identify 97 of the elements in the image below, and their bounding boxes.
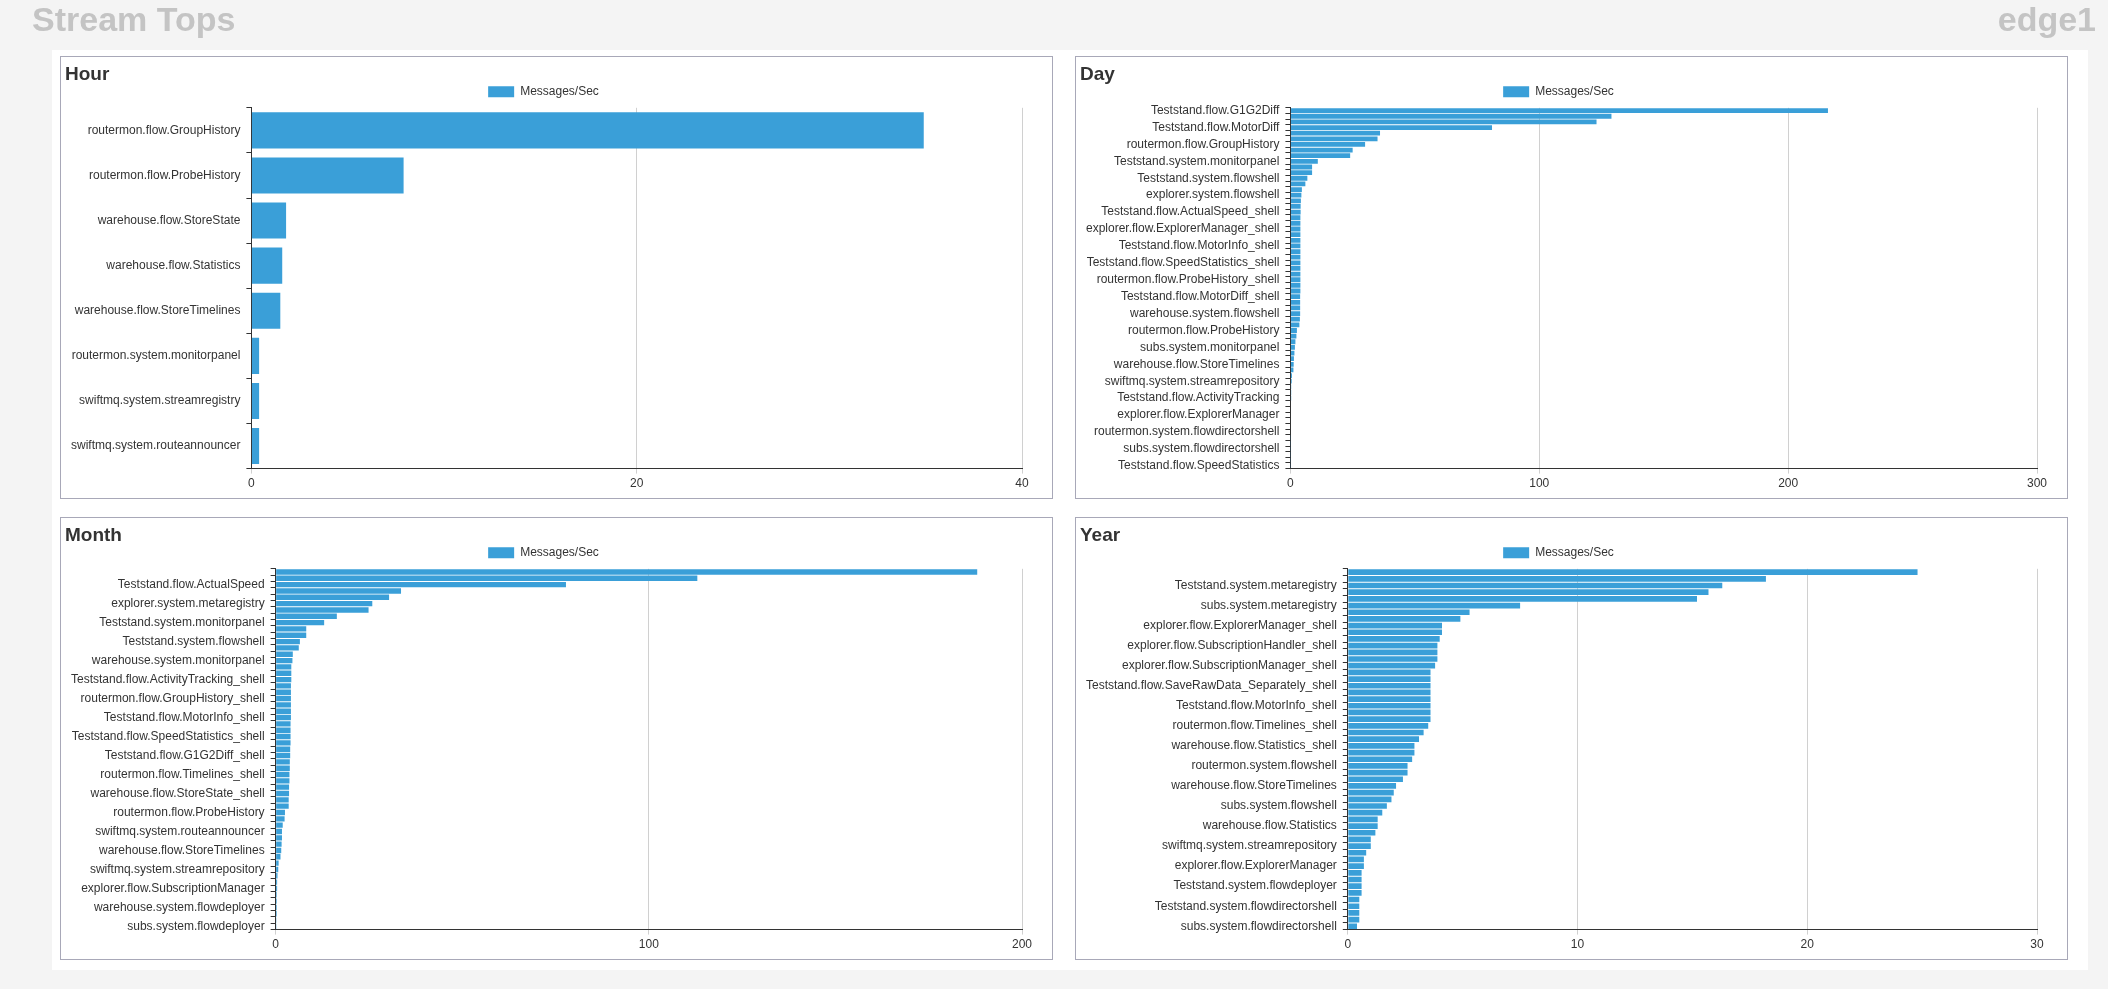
- bar: [251, 382, 260, 419]
- y-tick-label: routermon.system.flowshell: [1191, 758, 1337, 773]
- text: Day: [1080, 62, 1116, 84]
- y-tick-label: routermon.flow.ProbeHistory: [1128, 322, 1280, 337]
- y-tick-label: swiftmq.system.streamregistry: [79, 393, 241, 408]
- x-tick-label: 30: [2030, 937, 2044, 952]
- y-tick-label: explorer.flow.SubscriptionHandler_shell: [1127, 637, 1337, 652]
- x-tick-label: 20: [630, 476, 644, 491]
- y-tick-label: subs.system.flowshell: [1220, 798, 1337, 813]
- x-tick-label: 0: [1287, 476, 1295, 491]
- legend-label: Messages/Sec: [1535, 545, 1614, 560]
- y-tick-label: swiftmq.system.streamrepository: [1104, 373, 1280, 388]
- bar: [251, 428, 260, 465]
- bar: [251, 247, 283, 284]
- y-tick-label: Teststand.system.flowshell: [1137, 170, 1280, 185]
- legend-label: Messages/Sec: [520, 545, 599, 560]
- y-tick-label: explorer.flow.ExplorerManager_shell: [1086, 221, 1280, 236]
- y-tick-label: warehouse.flow.StoreState: [96, 212, 241, 227]
- y-tick-label: Teststand.system.monitorpanel: [1114, 153, 1280, 168]
- y-tick-label: Teststand.system.flowdeployer: [1173, 878, 1337, 893]
- x-tick-label: 20: [1800, 937, 1815, 952]
- y-tick-label: explorer.flow.ExplorerManager: [1117, 407, 1280, 422]
- legend-label: Messages/Sec: [1535, 84, 1614, 99]
- y-tick-label: explorer.flow.ExplorerManager_shell: [1143, 617, 1337, 632]
- y-tick-label: warehouse.flow.Statistics: [105, 257, 241, 272]
- y-tick-label: Teststand.flow.G1G2Diff: [1150, 102, 1281, 117]
- x-tick-label: 0: [1344, 937, 1352, 952]
- y-tick-label: routermon.flow.Timelines_shell: [1172, 718, 1337, 733]
- y-tick-label: routermon.flow.GroupHistory: [1126, 136, 1280, 151]
- y-tick-label: routermon.flow.ProbeHistory: [89, 167, 241, 182]
- y-tick-label: routermon.flow.GroupHistory_shell: [80, 690, 265, 705]
- y-tick-label: subs.system.flowdirectorshell: [1180, 918, 1337, 933]
- y-tick-label: warehouse.system.flowdeployer: [92, 899, 265, 914]
- y-tick-label: Teststand.flow.MotorInfo_shell: [1118, 238, 1280, 253]
- y-tick-label: warehouse.flow.StoreState_shell: [89, 785, 265, 800]
- y-tick-label: Teststand.flow.MotorDiff: [1152, 119, 1281, 134]
- bar: [251, 337, 260, 374]
- x-tick-label: 10: [1570, 937, 1585, 952]
- y-tick-label: routermon.flow.GroupHistory: [87, 122, 241, 137]
- x-tick-label: 0: [248, 476, 256, 491]
- y-tick-label: Teststand.flow.ActivityTracking: [1117, 390, 1280, 405]
- y-tick-label: routermon.flow.Timelines_shell: [100, 766, 265, 781]
- y-tick-label: Teststand.flow.ActualSpeed: [117, 576, 265, 591]
- x-tick-label: 100: [638, 937, 660, 952]
- y-tick-label: Teststand.system.flowshell: [122, 633, 265, 648]
- y-tick-label: subs.system.monitorpanel: [1140, 339, 1280, 354]
- bar: [251, 292, 281, 329]
- y-tick-label: swiftmq.system.streamrepository: [89, 861, 265, 876]
- y-tick-label: routermon.flow.ProbeHistory: [113, 804, 265, 819]
- y-tick-label: warehouse.flow.StoreTimelines: [73, 303, 241, 318]
- y-tick-label: explorer.flow.SubscriptionManager: [81, 880, 265, 895]
- y-tick-label: subs.system.flowdirectorshell: [1123, 441, 1280, 456]
- text: Month: [65, 523, 122, 545]
- y-tick-label: Teststand.flow.SaveRawData_Separately_shell: [1086, 678, 1337, 693]
- x-tick-label: 100: [1529, 476, 1550, 491]
- y-tick-label: Teststand.flow.MotorInfo_shell: [103, 709, 265, 724]
- y-tick-label: explorer.system.flowshell: [1146, 187, 1280, 202]
- y-tick-label: Teststand.flow.SpeedStatistics: [1118, 458, 1280, 473]
- y-tick-label: Teststand.system.monitorpanel: [99, 614, 265, 629]
- y-tick-label: warehouse.flow.StoreTimelines: [1112, 356, 1280, 371]
- y-tick-label: explorer.system.metaregistry: [111, 595, 265, 610]
- y-tick-label: routermon.flow.ProbeHistory_shell: [1096, 272, 1280, 287]
- y-tick-label: explorer.flow.SubscriptionManager_shell: [1122, 657, 1337, 672]
- text: Year: [1080, 523, 1121, 545]
- bar: [251, 112, 924, 149]
- y-tick-label: Teststand.flow.SpeedStatistics_shell: [71, 728, 265, 743]
- y-tick-label: explorer.flow.ExplorerManager: [1174, 858, 1337, 873]
- y-tick-label: routermon.system.flowdirectorshell: [1094, 424, 1280, 439]
- x-tick-label: 40: [1015, 476, 1029, 491]
- y-tick-label: Teststand.system.metaregistry: [1174, 577, 1337, 592]
- x-tick-label: 0: [272, 937, 280, 952]
- x-tick-label: 300: [2026, 476, 2048, 491]
- y-tick-label: warehouse.system.monitorpanel: [90, 652, 265, 667]
- y-tick-label: Teststand.flow.ActivityTracking_shell: [70, 671, 265, 686]
- y-tick-label: Teststand.flow.SpeedStatistics_shell: [1086, 255, 1280, 270]
- y-tick-label: swiftmq.system.streamrepository: [1162, 838, 1337, 853]
- y-tick-label: warehouse.system.flowshell: [1129, 305, 1280, 320]
- y-tick-label: Teststand.flow.ActualSpeed_shell: [1101, 204, 1280, 219]
- y-tick-label: swiftmq.system.routeannouncer: [71, 438, 241, 453]
- y-tick-label: routermon.system.monitorpanel: [71, 348, 241, 363]
- y-tick-label: subs.system.metaregistry: [1200, 597, 1337, 612]
- legend-label: Messages/Sec: [520, 84, 599, 99]
- y-tick-label: Teststand.flow.G1G2Diff_shell: [104, 747, 265, 762]
- y-tick-label: Teststand.flow.MotorDiff_shell: [1120, 288, 1280, 303]
- bar: [251, 202, 287, 239]
- y-tick-label: swiftmq.system.routeannouncer: [95, 823, 265, 838]
- y-tick-label: warehouse.flow.Statistics_shell: [1170, 738, 1337, 753]
- bar: [251, 157, 404, 194]
- y-tick-label: warehouse.flow.StoreTimelines: [1170, 778, 1337, 793]
- y-tick-label: Teststand.flow.MotorInfo_shell: [1176, 698, 1337, 713]
- x-tick-label: 200: [1778, 476, 1799, 491]
- y-tick-label: warehouse.flow.StoreTimelines: [97, 842, 265, 857]
- y-tick-label: Teststand.system.flowdirectorshell: [1154, 898, 1337, 913]
- text: Hour: [65, 62, 110, 84]
- x-tick-label: 200: [1011, 937, 1033, 952]
- y-tick-label: subs.system.flowdeployer: [127, 918, 265, 933]
- y-tick-label: warehouse.flow.Statistics: [1201, 818, 1337, 833]
